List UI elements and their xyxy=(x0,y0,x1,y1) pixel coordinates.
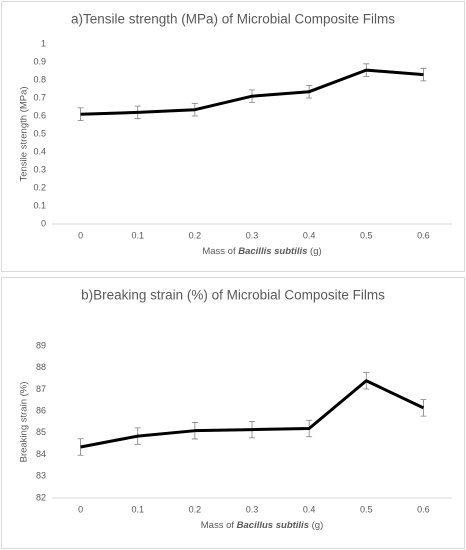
y-tick-label: 0.7 xyxy=(33,92,46,102)
x-tick-label: 0.3 xyxy=(246,504,259,514)
y-tick-label: 0.5 xyxy=(33,128,46,138)
x-axis-title-part: Bacillus subtilis xyxy=(237,520,309,531)
x-axis-title-part: (g) xyxy=(307,246,321,257)
data-line xyxy=(80,379,425,449)
x-axis-title-part: Mass of xyxy=(201,520,237,531)
y-axis-title: Tensile strength (MPa) xyxy=(19,86,30,181)
y-tick-label: 1 xyxy=(41,38,46,48)
y-tick-label: 87 xyxy=(36,384,46,394)
x-tick-label: 0.5 xyxy=(360,230,373,240)
y-tick-label: 0 xyxy=(41,218,46,228)
x-tick-label: 0.3 xyxy=(246,230,259,240)
error-bar xyxy=(77,438,84,456)
x-tick-label: 0.6 xyxy=(417,504,430,514)
chart-frame xyxy=(1,1,465,272)
y-tick-label: 0.8 xyxy=(33,74,46,84)
x-axis-title: Mass of Bacillus subtilis (g) xyxy=(201,520,323,531)
y-tick-label: 88 xyxy=(36,362,46,372)
x-tick-label: 0.2 xyxy=(189,230,202,240)
x-tick-label: 0.5 xyxy=(360,504,373,514)
y-tick-label: 89 xyxy=(36,340,46,350)
x-tick-label: 0.4 xyxy=(303,504,316,514)
y-tick-label: 0.6 xyxy=(33,110,46,120)
x-tick-label: 0.6 xyxy=(417,230,430,240)
error-bar xyxy=(420,67,427,82)
x-tick-label: 0.1 xyxy=(131,504,144,514)
y-tick-label: 0.3 xyxy=(33,164,46,174)
y-tick-label: 83 xyxy=(36,471,46,481)
chart-title: a)Tensile strength (MPa) of Microbial Co… xyxy=(71,12,395,27)
error-bar xyxy=(77,107,84,121)
x-tick-label: 0 xyxy=(78,504,83,514)
x-tick-label: 0 xyxy=(78,230,83,240)
x-axis-title-part: Mass of xyxy=(202,246,238,257)
y-tick-label: 0.1 xyxy=(33,200,46,210)
x-axis-title: Mass of Bacillis subtilis (g) xyxy=(202,246,321,257)
chart-title: b)Breaking strain (%) of Microbial Compo… xyxy=(81,288,385,303)
y-axis-title: Breaking strain (%) xyxy=(19,382,30,463)
error-bar xyxy=(420,399,427,417)
y-tick-label: 86 xyxy=(36,406,46,416)
x-axis-title-part: (g) xyxy=(309,520,323,531)
y-tick-label: 0.4 xyxy=(33,146,46,156)
y-tick-label: 84 xyxy=(36,449,46,459)
x-axis-title-part: Bacillis subtilis xyxy=(238,246,307,257)
data-line xyxy=(80,68,424,116)
x-tick-label: 0.1 xyxy=(131,230,144,240)
x-tick-label: 0.2 xyxy=(189,504,202,514)
y-tick-label: 0.9 xyxy=(33,56,46,66)
y-tick-label: 82 xyxy=(36,492,46,502)
y-tick-label: 0.2 xyxy=(33,182,46,192)
y-tick-label: 85 xyxy=(36,427,46,437)
x-tick-label: 0.4 xyxy=(303,230,316,240)
chart-frame xyxy=(1,277,465,549)
